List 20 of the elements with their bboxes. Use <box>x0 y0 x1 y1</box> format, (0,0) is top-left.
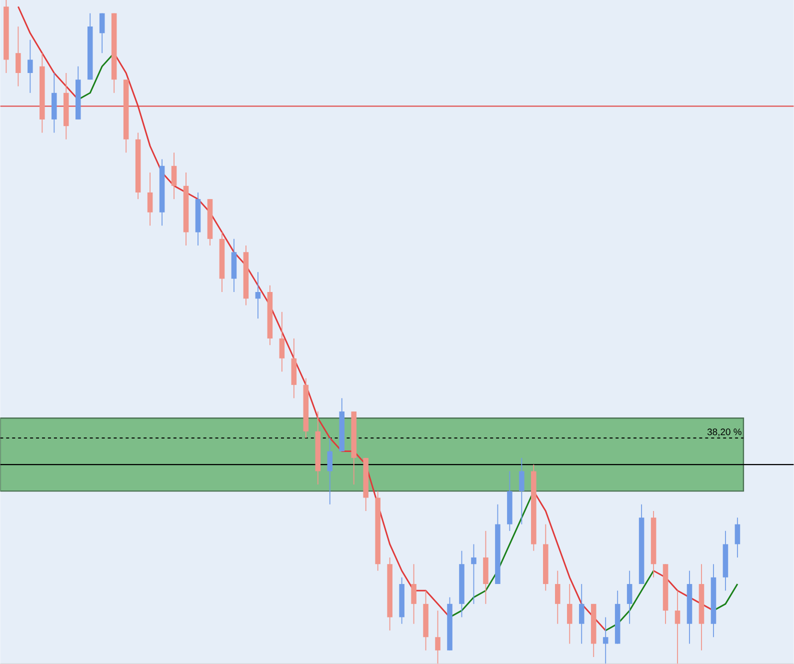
candlestick <box>255 272 261 320</box>
candlestick <box>28 39 33 94</box>
candlestick <box>99 12 105 54</box>
candlestick <box>327 438 333 505</box>
candlestick <box>602 616 608 664</box>
candlestick <box>279 312 285 372</box>
candlestick <box>674 590 680 664</box>
candlestick <box>519 458 524 525</box>
candlestick <box>171 152 177 200</box>
candlestick <box>555 570 560 624</box>
candlestick <box>471 544 476 604</box>
annotation: 38,20 % <box>707 428 742 436</box>
candlestick <box>435 610 440 664</box>
candlestick <box>626 570 632 624</box>
candlestick <box>734 517 740 558</box>
candlestick <box>411 564 416 624</box>
candlestick <box>147 172 153 226</box>
candlestick <box>566 584 572 644</box>
candlestick <box>578 584 584 644</box>
candlestick <box>16 26 21 87</box>
